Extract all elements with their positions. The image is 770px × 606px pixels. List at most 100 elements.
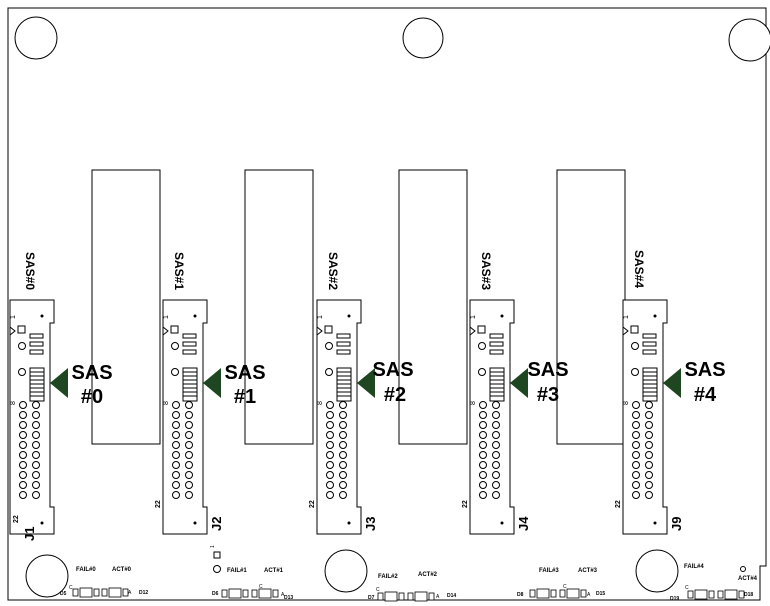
callout-label-line1: SAS <box>224 362 265 384</box>
led-footprint <box>687 589 745 600</box>
connector-ref: J2 <box>209 517 224 531</box>
pad <box>336 341 351 347</box>
polarizer-dot-bottom <box>653 521 657 525</box>
pad <box>182 341 197 347</box>
callout-label-line2: #0 <box>81 386 103 408</box>
fail-label: FAIL#4 <box>684 564 704 570</box>
pin-label-first: 1 <box>163 315 170 319</box>
via <box>325 368 333 376</box>
anode-label: A <box>281 592 285 598</box>
led-footprint <box>221 588 279 599</box>
callout-label-line1: SAS <box>71 362 112 384</box>
pin1-marker <box>469 325 476 337</box>
diode-ref-left: D19 <box>670 596 679 602</box>
diode-ref-right: D18 <box>744 592 753 598</box>
connector-ref: J1 <box>22 527 37 541</box>
pad <box>29 341 44 347</box>
connector-ref: J3 <box>363 517 378 531</box>
diode-ref-right: D14 <box>447 593 456 599</box>
misc-square-pad <box>213 551 221 559</box>
pad <box>489 341 504 347</box>
connector-side-label: SAS#3 <box>479 252 493 290</box>
misc-pin-label: 1 <box>210 545 216 548</box>
led-footprint <box>529 588 587 599</box>
polarizer-dot-bottom <box>500 521 504 525</box>
mounting-hole-top-right <box>728 18 770 62</box>
cathode-label: C <box>685 585 689 591</box>
diode-ref-right: D13 <box>284 595 293 601</box>
callout-arrow <box>203 368 221 398</box>
pad <box>182 349 197 355</box>
pad <box>642 341 657 347</box>
pin-label-last: 22 <box>13 515 20 523</box>
callout-label-line1: SAS <box>372 359 413 381</box>
connector-j2: 1 8 22 SAS#1 J2 SAS #1 <box>155 252 266 535</box>
pin-label-first: 1 <box>470 315 477 319</box>
pin1-marker <box>622 325 629 337</box>
diode-ref-left: D6 <box>212 591 219 597</box>
diode-ref-right: D12 <box>139 590 148 596</box>
pad <box>336 349 351 355</box>
callout-arrow <box>357 368 375 398</box>
led-footprint <box>72 587 129 598</box>
pin-circle-column <box>479 401 500 499</box>
polarizer-dot-top <box>347 314 351 318</box>
misc-round-pad <box>213 565 221 573</box>
callout-label-line2: #3 <box>537 384 559 406</box>
callout-label-line1: SAS <box>684 359 725 381</box>
anode-label: A <box>587 592 591 598</box>
act-label: ACT#2 <box>418 572 438 578</box>
pin-label-last: 22 <box>155 500 162 508</box>
fail-label: FAIL#2 <box>378 574 398 580</box>
act-label: ACT#1 <box>264 568 284 574</box>
pin1-square <box>17 325 26 334</box>
via <box>171 368 179 376</box>
polarizer-dot-top <box>40 314 44 318</box>
cathode-label: C <box>563 584 567 590</box>
drive-slot-0 <box>91 169 161 445</box>
led-group-4: FAIL#4 ACT#4 D19 D18 C A <box>670 564 758 602</box>
via <box>478 368 486 376</box>
pin-circle-column <box>19 401 40 499</box>
pad <box>29 333 44 339</box>
polarizer-dot-bottom <box>347 521 351 525</box>
pin1-square <box>324 325 333 334</box>
pad <box>642 333 657 339</box>
connector-ref: J4 <box>516 516 531 531</box>
callout-label-line2: #2 <box>384 384 406 406</box>
cathode-label: C <box>376 587 380 593</box>
via <box>171 342 179 350</box>
pin-circle-column <box>326 401 347 499</box>
callout-arrow <box>510 368 528 398</box>
via <box>18 342 26 350</box>
pin1-square <box>170 325 179 334</box>
pad <box>489 333 504 339</box>
pad <box>489 349 504 355</box>
drive-slot-1 <box>244 169 314 445</box>
act-label: ACT#0 <box>112 567 132 573</box>
fail-label: FAIL#3 <box>539 568 559 574</box>
connector-side-label: SAS#0 <box>23 252 37 290</box>
pin-label-mid: 8 <box>470 401 477 405</box>
mounting-hole-bottom-2 <box>324 549 368 593</box>
connector-j4: 1 8 22 SAS#3 J4 SAS #3 <box>462 252 569 535</box>
diode-ref-left: D5 <box>60 591 67 597</box>
callout-arrow <box>663 368 681 398</box>
via <box>631 368 639 376</box>
pin1-square <box>630 325 639 334</box>
pad <box>642 349 657 355</box>
pin1-square <box>477 325 486 334</box>
pin-label-mid: 8 <box>623 401 630 405</box>
fail-label: FAIL#0 <box>76 567 96 573</box>
mounting-hole-bottom-1 <box>25 554 69 598</box>
led-footprint <box>377 591 435 602</box>
connector-j9: 1 8 22 SAS#4 J9 SAS #4 <box>615 250 726 535</box>
pad <box>29 349 44 355</box>
polarizer-dot-top <box>193 314 197 318</box>
pin-label-mid: 8 <box>317 401 324 405</box>
led-group-0: FAIL#0 ACT#0 D5 D12 C A <box>60 567 148 598</box>
connector-j1: 1 8 22 SAS#0 J1 SAS #0 <box>9 252 113 541</box>
act-indicator-pad <box>740 566 746 572</box>
connector-j3: 1 8 22 SAS#2 J3 SAS #2 <box>309 252 414 535</box>
